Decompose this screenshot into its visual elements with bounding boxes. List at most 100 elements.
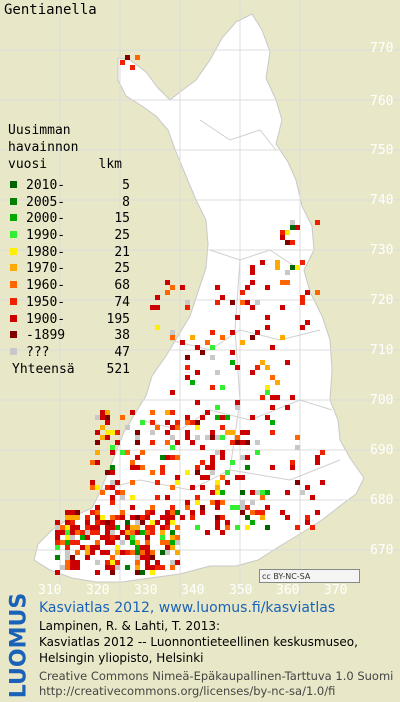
- observation-square: [100, 520, 105, 525]
- observation-square: [210, 355, 215, 360]
- observation-square: [130, 410, 135, 415]
- observation-square: [255, 365, 260, 370]
- observation-square: [215, 285, 220, 290]
- observation-square: [190, 440, 195, 445]
- observation-square: [215, 370, 220, 375]
- observation-square: [150, 410, 155, 415]
- observation-square: [290, 465, 295, 470]
- observation-square: [130, 525, 135, 530]
- observation-square: [170, 520, 175, 525]
- observation-square: [105, 435, 110, 440]
- observation-square: [140, 450, 145, 455]
- observation-square: [170, 510, 175, 515]
- observation-square: [55, 555, 60, 560]
- observation-square: [300, 300, 305, 305]
- observation-square: [95, 560, 100, 565]
- observation-square: [155, 565, 160, 570]
- observation-square: [240, 500, 245, 505]
- observation-square: [70, 510, 75, 515]
- observation-square: [230, 440, 235, 445]
- observation-square: [55, 535, 60, 540]
- observation-square: [70, 520, 75, 525]
- observation-square: [165, 550, 170, 555]
- observation-square: [105, 485, 110, 490]
- observation-square: [190, 485, 195, 490]
- legend-swatch: [10, 314, 17, 322]
- observation-square: [260, 360, 265, 365]
- observation-square: [220, 455, 225, 460]
- observation-square: [250, 490, 255, 495]
- legend-label: 1980-: [26, 244, 66, 260]
- observation-square: [260, 395, 265, 400]
- observation-square: [300, 260, 305, 265]
- observation-square: [145, 510, 150, 515]
- observation-square: [140, 465, 145, 470]
- observation-square: [170, 390, 175, 395]
- observation-square: [185, 365, 190, 370]
- observation-square: [155, 295, 160, 300]
- observation-square: [95, 415, 100, 420]
- observation-square: [265, 490, 270, 495]
- observation-square: [290, 225, 295, 230]
- observation-square: [200, 350, 205, 355]
- observation-square: [140, 545, 145, 550]
- observation-square: [270, 420, 275, 425]
- observation-square: [265, 505, 270, 510]
- observation-square: [100, 425, 105, 430]
- atlas-link[interactable]: Kasviatlas 2012, www.luomus.fi/kasviatla…: [39, 600, 336, 616]
- observation-square: [235, 505, 240, 510]
- observation-square: [310, 525, 315, 530]
- observation-square: [305, 290, 310, 295]
- observation-square: [130, 505, 135, 510]
- observation-square: [105, 560, 110, 565]
- observation-square: [155, 425, 160, 430]
- observation-square: [190, 335, 195, 340]
- observation-square: [210, 500, 215, 505]
- observation-square: [165, 420, 170, 425]
- observation-square: [215, 480, 220, 485]
- y-tick-label: 690: [370, 443, 394, 458]
- observation-square: [265, 285, 270, 290]
- observation-square: [135, 430, 140, 435]
- legend-entry: 2010- 5: [8, 177, 130, 194]
- observation-square: [250, 520, 255, 525]
- x-tick-label: 370: [324, 583, 348, 598]
- observation-square: [315, 510, 320, 515]
- observation-square: [110, 525, 115, 530]
- observation-square: [230, 360, 235, 365]
- observation-square: [205, 410, 210, 415]
- observation-square: [215, 515, 220, 520]
- x-tick-label: 360: [276, 583, 300, 598]
- observation-square: [90, 530, 95, 535]
- observation-square: [185, 300, 190, 305]
- observation-square: [110, 430, 115, 435]
- observation-square: [215, 500, 220, 505]
- observation-square: [115, 480, 120, 485]
- observation-square: [80, 530, 85, 535]
- y-tick-label: 710: [370, 343, 394, 358]
- observation-square: [125, 425, 130, 430]
- license-line-2: http://creativecommons.org/licenses/by-n…: [39, 684, 336, 698]
- observation-square: [135, 555, 140, 560]
- observation-square: [225, 470, 230, 475]
- observation-square: [205, 465, 210, 470]
- observation-square: [185, 355, 190, 360]
- legend-entry: -1899 38: [8, 327, 130, 344]
- observation-square: [130, 480, 135, 485]
- observation-square: [150, 505, 155, 510]
- observation-square: [115, 565, 120, 570]
- legend-count: 68: [114, 278, 130, 294]
- y-tick-label: 730: [370, 243, 394, 258]
- observation-square: [115, 515, 120, 520]
- observation-square: [150, 570, 155, 575]
- observation-square: [315, 455, 320, 460]
- legend-entry: 1980- 21: [8, 244, 130, 261]
- observation-square: [105, 430, 110, 435]
- observation-square: [110, 540, 115, 545]
- observation-square: [55, 520, 60, 525]
- observation-square: [195, 420, 200, 425]
- observation-square: [150, 510, 155, 515]
- legend-label: 1900-: [26, 311, 66, 327]
- observation-square: [110, 465, 115, 470]
- observation-square: [305, 515, 310, 520]
